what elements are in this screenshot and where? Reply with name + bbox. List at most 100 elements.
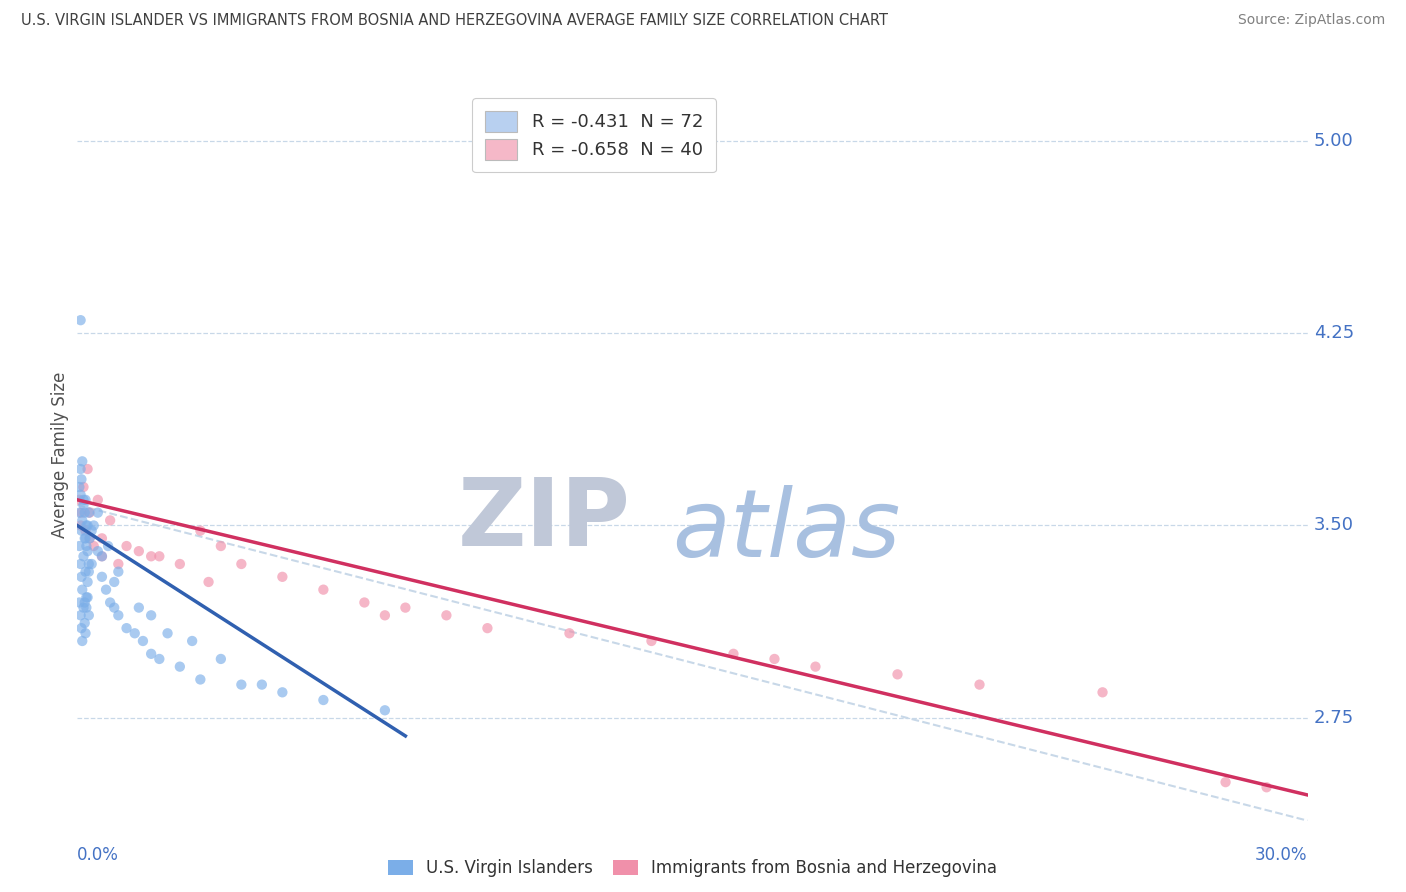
Point <box>1256 780 1278 795</box>
Point <box>83 518 105 533</box>
Point <box>141 647 163 661</box>
Point <box>312 693 335 707</box>
Point <box>188 524 212 538</box>
Point <box>67 506 90 520</box>
Point <box>271 570 294 584</box>
Point <box>76 591 98 605</box>
Point <box>75 518 97 533</box>
Point <box>87 544 110 558</box>
Point <box>374 608 396 623</box>
Point <box>394 600 416 615</box>
Point <box>103 600 125 615</box>
Point <box>67 480 90 494</box>
Point <box>197 574 219 589</box>
Point <box>107 557 129 571</box>
Point <box>77 565 100 579</box>
Point <box>90 570 114 584</box>
Point <box>107 608 129 623</box>
Point <box>98 595 121 609</box>
Point <box>312 582 335 597</box>
Point <box>72 498 94 512</box>
Point <box>67 595 90 609</box>
Text: 5.00: 5.00 <box>1313 131 1354 150</box>
Point <box>69 608 91 623</box>
Point <box>231 678 253 692</box>
Point <box>76 574 98 589</box>
Point <box>70 582 93 597</box>
Point <box>115 621 138 635</box>
Text: 2.75: 2.75 <box>1313 709 1354 727</box>
Point <box>128 600 150 615</box>
Point <box>70 472 93 486</box>
Point <box>70 634 93 648</box>
Point <box>72 600 94 615</box>
Point <box>209 539 232 553</box>
Text: U.S. VIRGIN ISLANDER VS IMMIGRANTS FROM BOSNIA AND HERZEGOVINA AVERAGE FAMILY SI: U.S. VIRGIN ISLANDER VS IMMIGRANTS FROM … <box>21 13 889 29</box>
Point <box>558 626 581 640</box>
Text: ZIP: ZIP <box>458 475 631 566</box>
Point <box>70 621 93 635</box>
Point <box>73 532 96 546</box>
Point <box>90 532 114 546</box>
Point <box>115 539 138 553</box>
Point <box>148 549 170 564</box>
Point <box>90 549 114 564</box>
Point <box>76 544 98 558</box>
Point <box>90 549 114 564</box>
Point <box>181 634 204 648</box>
Point <box>77 506 100 520</box>
Point <box>67 539 90 553</box>
Point <box>87 506 110 520</box>
Point <box>70 524 93 538</box>
Point <box>77 608 100 623</box>
Point <box>107 565 129 579</box>
Point <box>103 574 125 589</box>
Point <box>250 678 273 692</box>
Point <box>67 492 90 507</box>
Point <box>76 462 98 476</box>
Point <box>70 570 93 584</box>
Point <box>75 626 97 640</box>
Point <box>75 565 97 579</box>
Point <box>69 462 91 476</box>
Text: 4.25: 4.25 <box>1313 324 1354 342</box>
Point <box>98 513 121 527</box>
Point <box>75 539 97 553</box>
Point <box>148 652 170 666</box>
Point <box>141 549 163 564</box>
Point <box>271 685 294 699</box>
Point <box>69 518 91 533</box>
Point <box>188 673 212 687</box>
Text: 0.0%: 0.0% <box>77 847 120 864</box>
Point <box>87 492 110 507</box>
Point <box>436 608 458 623</box>
Point <box>353 595 375 609</box>
Point <box>69 557 91 571</box>
Point <box>80 557 103 571</box>
Point <box>75 524 97 538</box>
Point <box>76 518 98 533</box>
Point <box>141 608 163 623</box>
Point <box>763 652 786 666</box>
Point <box>969 678 991 692</box>
Point <box>75 591 97 605</box>
Point <box>75 492 97 507</box>
Point <box>723 647 745 661</box>
Point <box>72 480 94 494</box>
Point <box>132 634 155 648</box>
Point <box>79 532 101 546</box>
Point <box>79 506 101 520</box>
Point <box>209 652 232 666</box>
Text: 30.0%: 30.0% <box>1256 847 1308 864</box>
Point <box>804 659 827 673</box>
Point <box>231 557 253 571</box>
Point <box>70 454 93 468</box>
Point <box>97 539 120 553</box>
Point <box>169 659 191 673</box>
Point <box>128 544 150 558</box>
Point <box>83 539 105 553</box>
Text: 3.50: 3.50 <box>1313 516 1354 534</box>
Point <box>169 557 191 571</box>
Point <box>886 667 908 681</box>
Point <box>72 549 94 564</box>
